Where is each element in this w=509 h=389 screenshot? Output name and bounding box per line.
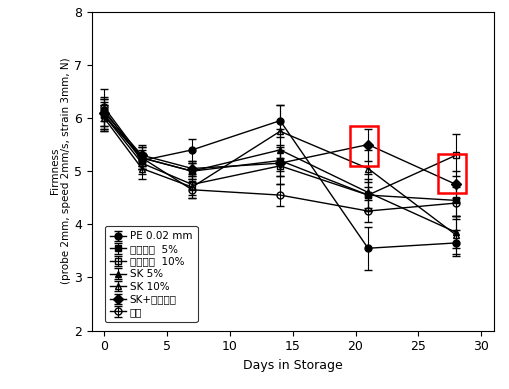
Y-axis label: Firmness
(probe 2mm, speed 2mm/s, strain 3mm, N): Firmness (probe 2mm, speed 2mm/s, strain…: [49, 58, 71, 284]
Legend: PE 0.02 mm, 일라이트  5%, 일라이트  10%, SK 5%, SK 10%, SK+일라이트, 바능: PE 0.02 mm, 일라이트 5%, 일라이트 10%, SK 5%, SK…: [105, 226, 197, 322]
Bar: [438, 154, 466, 193]
Bar: [351, 126, 378, 166]
X-axis label: Days in Storage: Days in Storage: [243, 359, 343, 372]
